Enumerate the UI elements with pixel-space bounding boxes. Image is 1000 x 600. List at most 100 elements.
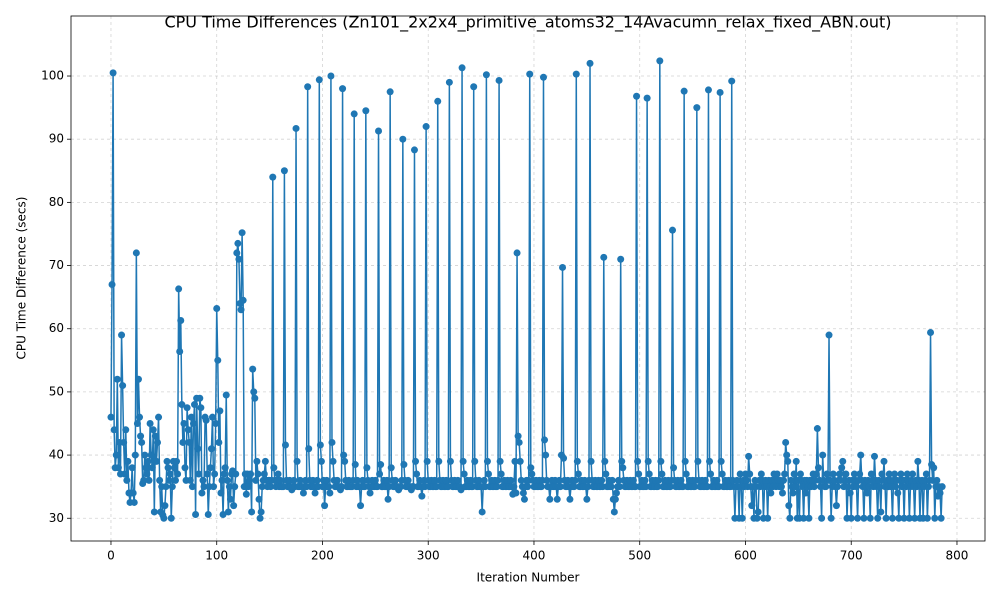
data-point: [867, 470, 875, 478]
data-point: [280, 167, 288, 175]
data-point: [397, 483, 405, 491]
data-point: [435, 457, 443, 465]
data-point: [778, 489, 786, 497]
data-point: [909, 470, 917, 478]
data-point: [186, 476, 194, 484]
data-point: [161, 502, 169, 510]
data-point: [754, 508, 762, 516]
data-point: [191, 401, 199, 409]
data-point: [716, 88, 724, 96]
data-point: [874, 514, 882, 522]
data-point: [783, 451, 791, 459]
data-point: [713, 476, 721, 484]
data-point: [643, 94, 651, 102]
data-point: [541, 436, 549, 444]
data-point: [911, 514, 919, 522]
data-point: [616, 483, 624, 491]
data-point: [224, 508, 232, 516]
data-point: [325, 483, 333, 491]
data-point: [497, 470, 505, 478]
data-point: [180, 419, 188, 427]
data-point: [163, 457, 171, 465]
data-point: [914, 457, 922, 465]
data-point: [526, 70, 534, 78]
data-point: [566, 495, 574, 503]
x-tick-label: 0: [107, 549, 115, 563]
data-point: [168, 483, 176, 491]
data-point: [601, 457, 609, 465]
data-point: [257, 508, 265, 516]
data-point: [327, 72, 335, 80]
data-point: [212, 419, 220, 427]
data-point: [167, 514, 175, 522]
data-point: [657, 457, 665, 465]
data-point: [814, 464, 822, 472]
data-point: [422, 123, 430, 131]
data-point: [618, 457, 626, 465]
data-point: [880, 457, 888, 465]
data-point: [185, 438, 193, 446]
data-point: [895, 514, 903, 522]
data-point: [143, 470, 151, 478]
y-axis-label: CPU Time Difference (secs): [15, 197, 29, 360]
data-point: [644, 457, 652, 465]
data-point: [556, 483, 564, 491]
data-point: [431, 476, 439, 484]
data-point: [311, 489, 319, 497]
data-point: [376, 470, 384, 478]
data-point: [222, 391, 230, 399]
data-point: [399, 135, 407, 143]
data-point: [600, 253, 608, 261]
data-point: [173, 457, 181, 465]
data-point: [633, 92, 641, 100]
data-point: [571, 476, 579, 484]
data-point: [748, 502, 756, 510]
data-point: [149, 426, 157, 434]
data-point: [238, 229, 246, 237]
data-point: [856, 470, 864, 478]
data-point: [792, 457, 800, 465]
data-point: [885, 470, 893, 478]
data-point: [338, 483, 346, 491]
data-point: [701, 476, 709, 484]
data-point: [383, 476, 391, 484]
data-point: [707, 470, 715, 478]
chart-title: CPU Time Differences (Zn101_2x2x4_primit…: [164, 13, 891, 33]
x-tick-label: 500: [628, 549, 651, 563]
data-point: [418, 492, 426, 500]
data-point: [137, 432, 145, 440]
data-point: [937, 514, 945, 522]
data-point: [446, 457, 454, 465]
data-point: [171, 476, 179, 484]
data-point: [215, 438, 223, 446]
data-point: [812, 470, 820, 478]
data-point: [413, 470, 421, 478]
data-point: [208, 413, 216, 421]
data-point: [733, 476, 741, 484]
data-point: [494, 476, 502, 484]
data-point: [377, 461, 385, 469]
data-point: [680, 87, 688, 95]
data-point: [905, 514, 913, 522]
data-point: [196, 394, 204, 402]
data-point: [882, 514, 890, 522]
y-tick-label: 60: [49, 321, 64, 335]
data-point: [619, 464, 627, 472]
data-point: [860, 514, 868, 522]
data-point: [434, 97, 442, 105]
y-tick-label: 40: [49, 448, 64, 462]
data-point: [366, 489, 374, 497]
data-point: [362, 107, 370, 115]
data-point: [924, 483, 932, 491]
data-point: [391, 476, 399, 484]
data-point: [154, 438, 162, 446]
data-point: [151, 432, 159, 440]
data-point: [870, 452, 878, 460]
data-point: [483, 457, 491, 465]
data-point: [210, 483, 218, 491]
data-point: [789, 489, 797, 497]
data-point: [323, 476, 331, 484]
data-point: [654, 483, 662, 491]
data-point: [818, 514, 826, 522]
data-point: [274, 470, 282, 478]
